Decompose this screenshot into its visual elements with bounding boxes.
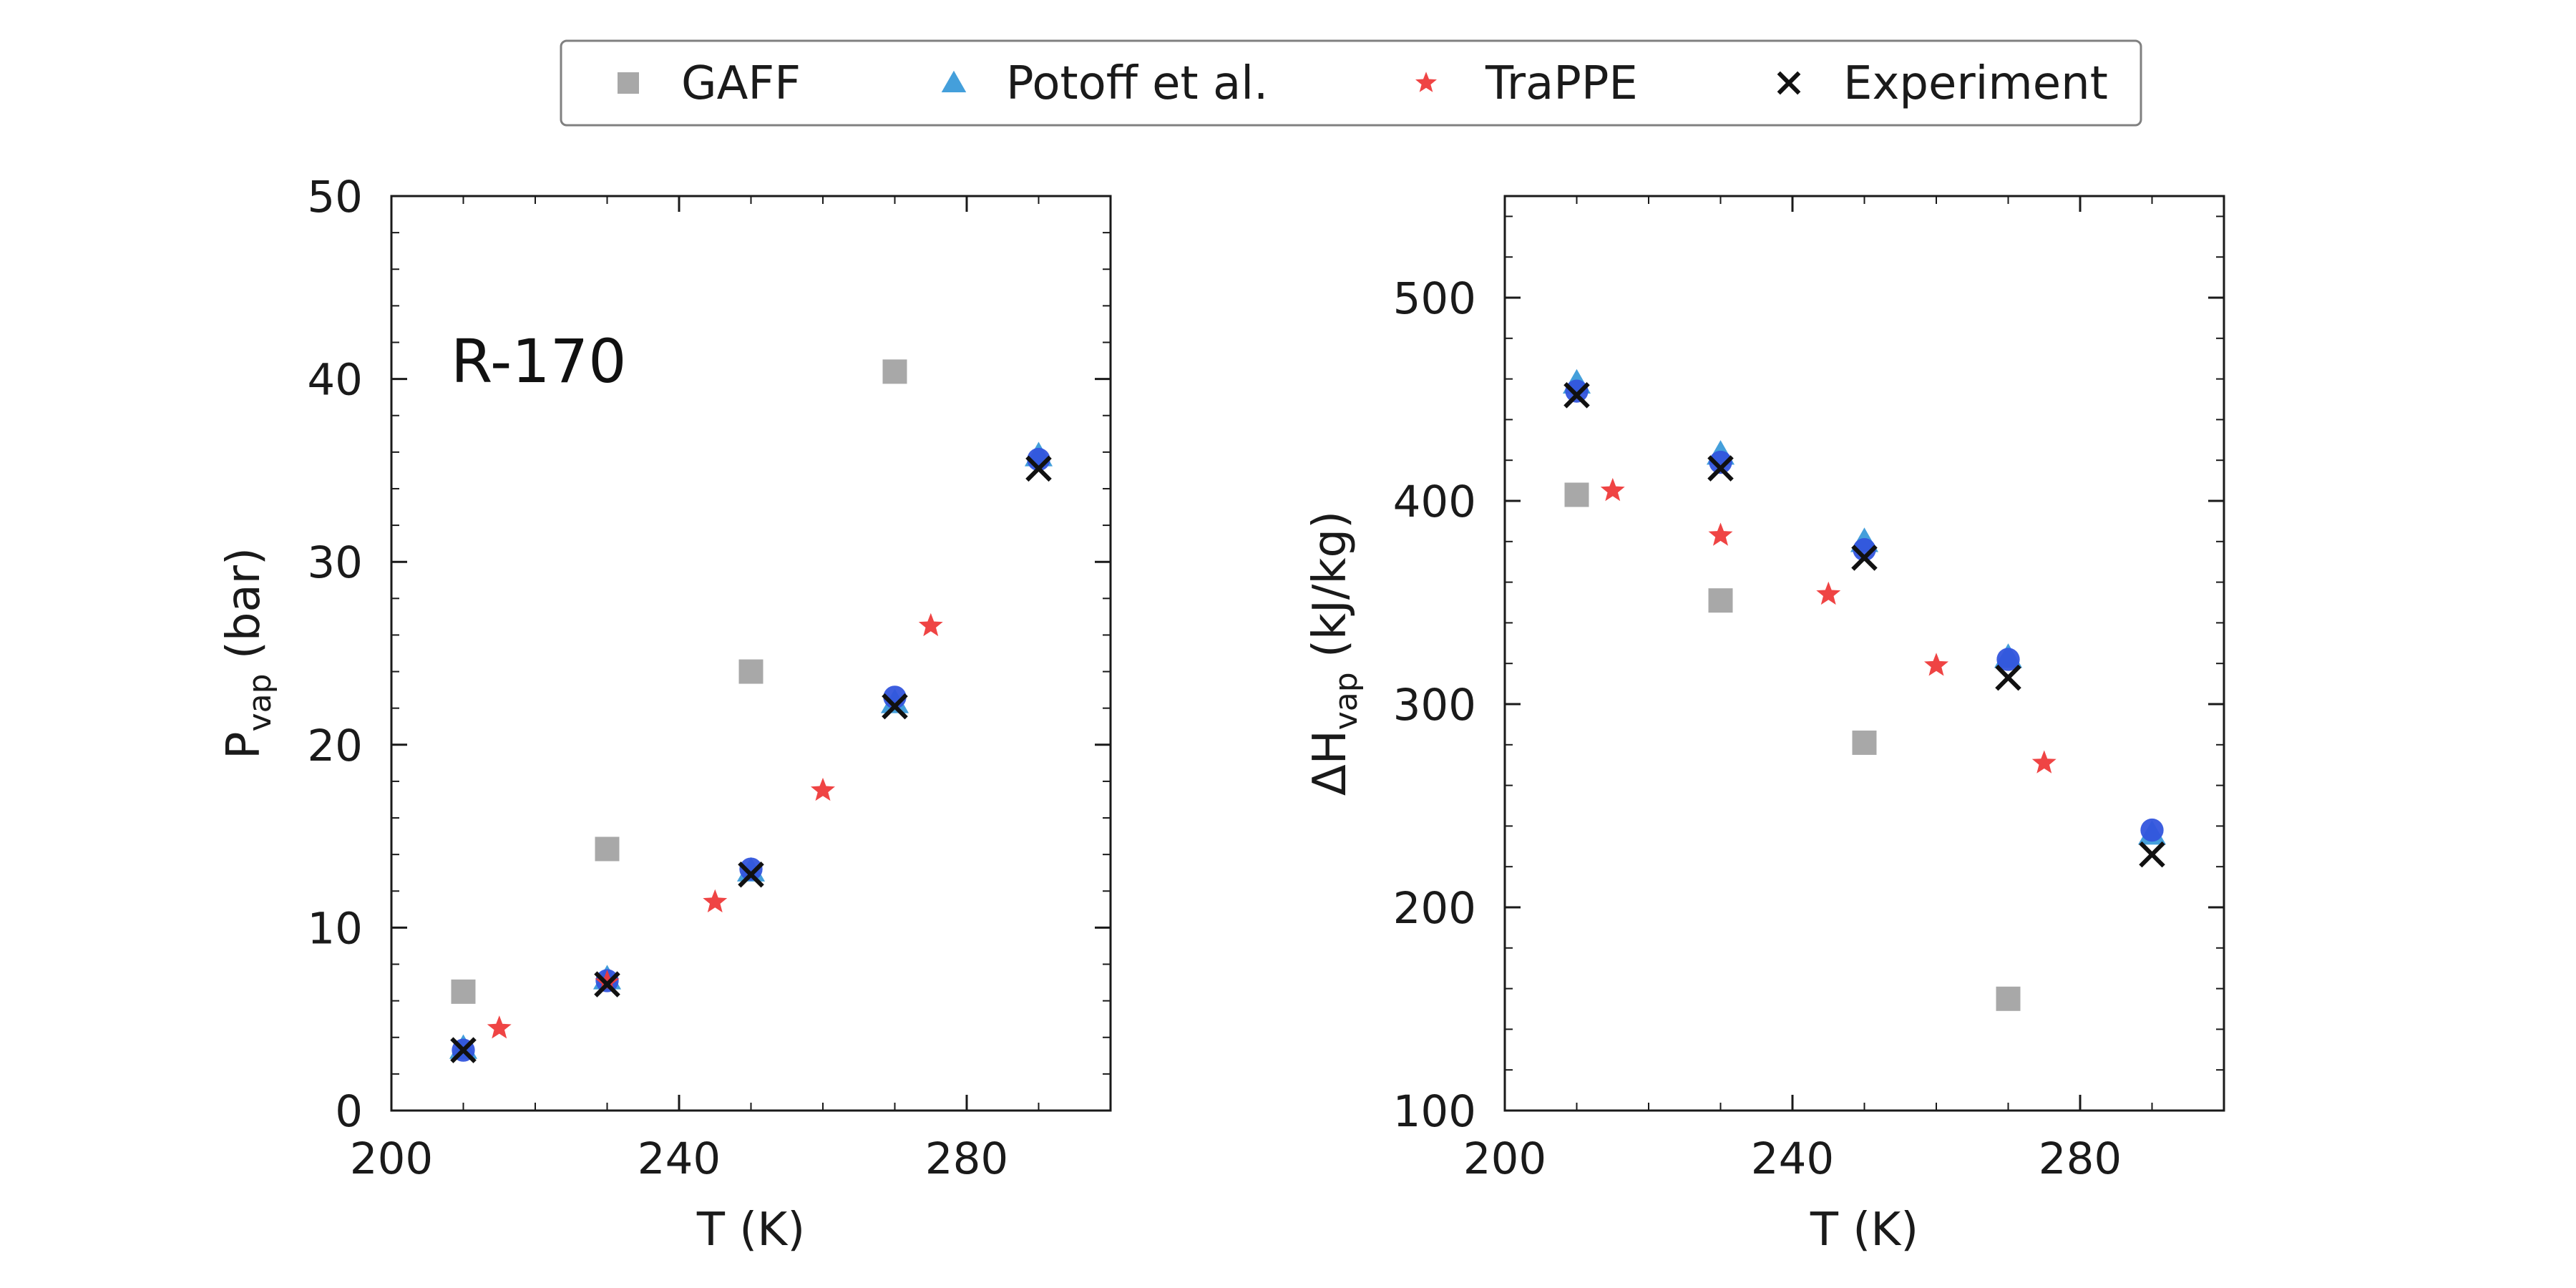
x-axis-title: T (K) — [696, 1204, 805, 1257]
data-point-circle — [739, 857, 763, 881]
data-point-x — [1563, 382, 1590, 409]
x-tick-label: 240 — [1751, 1133, 1834, 1184]
legend-entry: TraPPE — [1415, 57, 1638, 110]
series-triangle — [1562, 369, 2167, 845]
data-point-x — [1025, 455, 1052, 482]
y-axis-title-subscript: vap — [242, 673, 278, 731]
ticks — [390, 195, 1111, 1112]
x-tick-label: 200 — [1463, 1133, 1546, 1184]
series-square — [1564, 482, 2021, 1011]
y-tick-label: 50 — [307, 172, 363, 223]
legend: GAFF Potoff et al. TraPPE Experiment — [560, 39, 2142, 127]
data-point-star — [1924, 653, 1948, 676]
data-point-star — [1708, 522, 1733, 546]
y-tick-label: 500 — [1393, 273, 1476, 324]
series-triangle — [449, 441, 1053, 1059]
legend-entry: GAFF — [618, 57, 801, 110]
y-tick-label: 0 — [335, 1086, 363, 1137]
y-tick-label: 40 — [307, 355, 363, 406]
data-point-star — [2031, 750, 2057, 774]
data-point-square — [595, 836, 620, 862]
y-axis-title-main: ΔH — [1304, 730, 1357, 796]
plot-frame — [1503, 195, 2225, 1112]
data-point-x — [1995, 664, 2021, 691]
data-point-square — [882, 359, 907, 384]
y-axis-title: Pvap (bar) — [218, 547, 278, 759]
y-axis-title-unit: (kJ/kg) — [1304, 511, 1357, 672]
legend-entry: Experiment — [1777, 57, 2108, 110]
series-square — [451, 359, 907, 1004]
legend-label: TraPPE — [1485, 57, 1638, 110]
y-tick-label: 30 — [307, 537, 363, 588]
legend-marker-square — [618, 72, 639, 94]
data-point-square — [451, 979, 476, 1004]
series-x — [1563, 382, 2165, 868]
x-axis-title: T (K) — [1810, 1204, 1918, 1257]
data-point-square — [1996, 986, 2021, 1011]
data-point-x — [1851, 545, 1878, 571]
data-point-star — [595, 970, 620, 993]
data-point-x — [882, 693, 908, 720]
legend-frame — [560, 39, 2142, 127]
data-point-square — [738, 659, 763, 684]
data-point-square — [1564, 482, 1589, 507]
series-star — [487, 613, 943, 1039]
y-tick-label: 100 — [1393, 1086, 1476, 1137]
data-point-circle — [2140, 818, 2164, 842]
data-point-star — [1600, 477, 1625, 502]
data-point-x — [450, 1037, 477, 1063]
data-point-circle — [1565, 379, 1589, 403]
x-tick-label: 280 — [2039, 1133, 2122, 1184]
legend-entry: Potoff et al. — [941, 57, 1268, 110]
x-tick-label: 240 — [638, 1133, 721, 1184]
series-star — [1600, 477, 2057, 774]
data-point-star — [918, 613, 943, 637]
legend-label: GAFF — [681, 57, 801, 110]
left-plot-vapor-pressure: 200 240 280 0 10 20 30 40 50 T (K) Pvap (bar) R-170 — [218, 172, 1112, 1257]
data-points — [449, 359, 1053, 1063]
ticks — [1503, 196, 2225, 1112]
data-point-star — [811, 777, 835, 801]
series-circle — [1565, 379, 2164, 842]
data-point-x — [738, 862, 764, 888]
legend-label: Potoff et al. — [1006, 57, 1268, 110]
y-tick-label: 20 — [307, 721, 363, 771]
x-tick-label: 200 — [350, 1133, 433, 1184]
y-tick-label: 10 — [307, 903, 363, 954]
data-point-square — [1852, 730, 1877, 755]
data-points — [1562, 369, 2167, 1011]
legend-marker-triangle — [941, 70, 967, 92]
compound-label: R-170 — [451, 326, 627, 396]
data-point-circle — [1996, 648, 2020, 671]
data-point-x — [594, 971, 620, 997]
data-point-circle — [1853, 538, 1876, 562]
data-point-circle — [1709, 450, 1732, 474]
legend-label: Experiment — [1843, 57, 2108, 110]
y-tick-label: 300 — [1393, 680, 1476, 731]
data-point-star — [703, 889, 728, 913]
y-axis-title: ΔHvap (kJ/kg) — [1304, 511, 1365, 796]
y-tick-label: 200 — [1393, 883, 1476, 934]
y-tick-label: 400 — [1393, 477, 1476, 527]
series-circle — [452, 447, 1050, 1062]
y-axis-title-main: P — [218, 731, 270, 759]
x-tick-label: 280 — [925, 1133, 1008, 1184]
legend-marker-star — [1415, 72, 1437, 92]
data-point-star — [1816, 581, 1841, 605]
data-point-square — [1708, 588, 1733, 613]
y-axis-title-unit: (bar) — [218, 547, 270, 673]
data-point-x — [2139, 841, 2165, 868]
legend-marker-x — [1777, 71, 1801, 95]
y-axis-title-subscript: vap — [1328, 672, 1365, 730]
data-point-x — [1707, 455, 1734, 482]
series-x — [450, 455, 1052, 1063]
data-point-star — [487, 1015, 512, 1039]
